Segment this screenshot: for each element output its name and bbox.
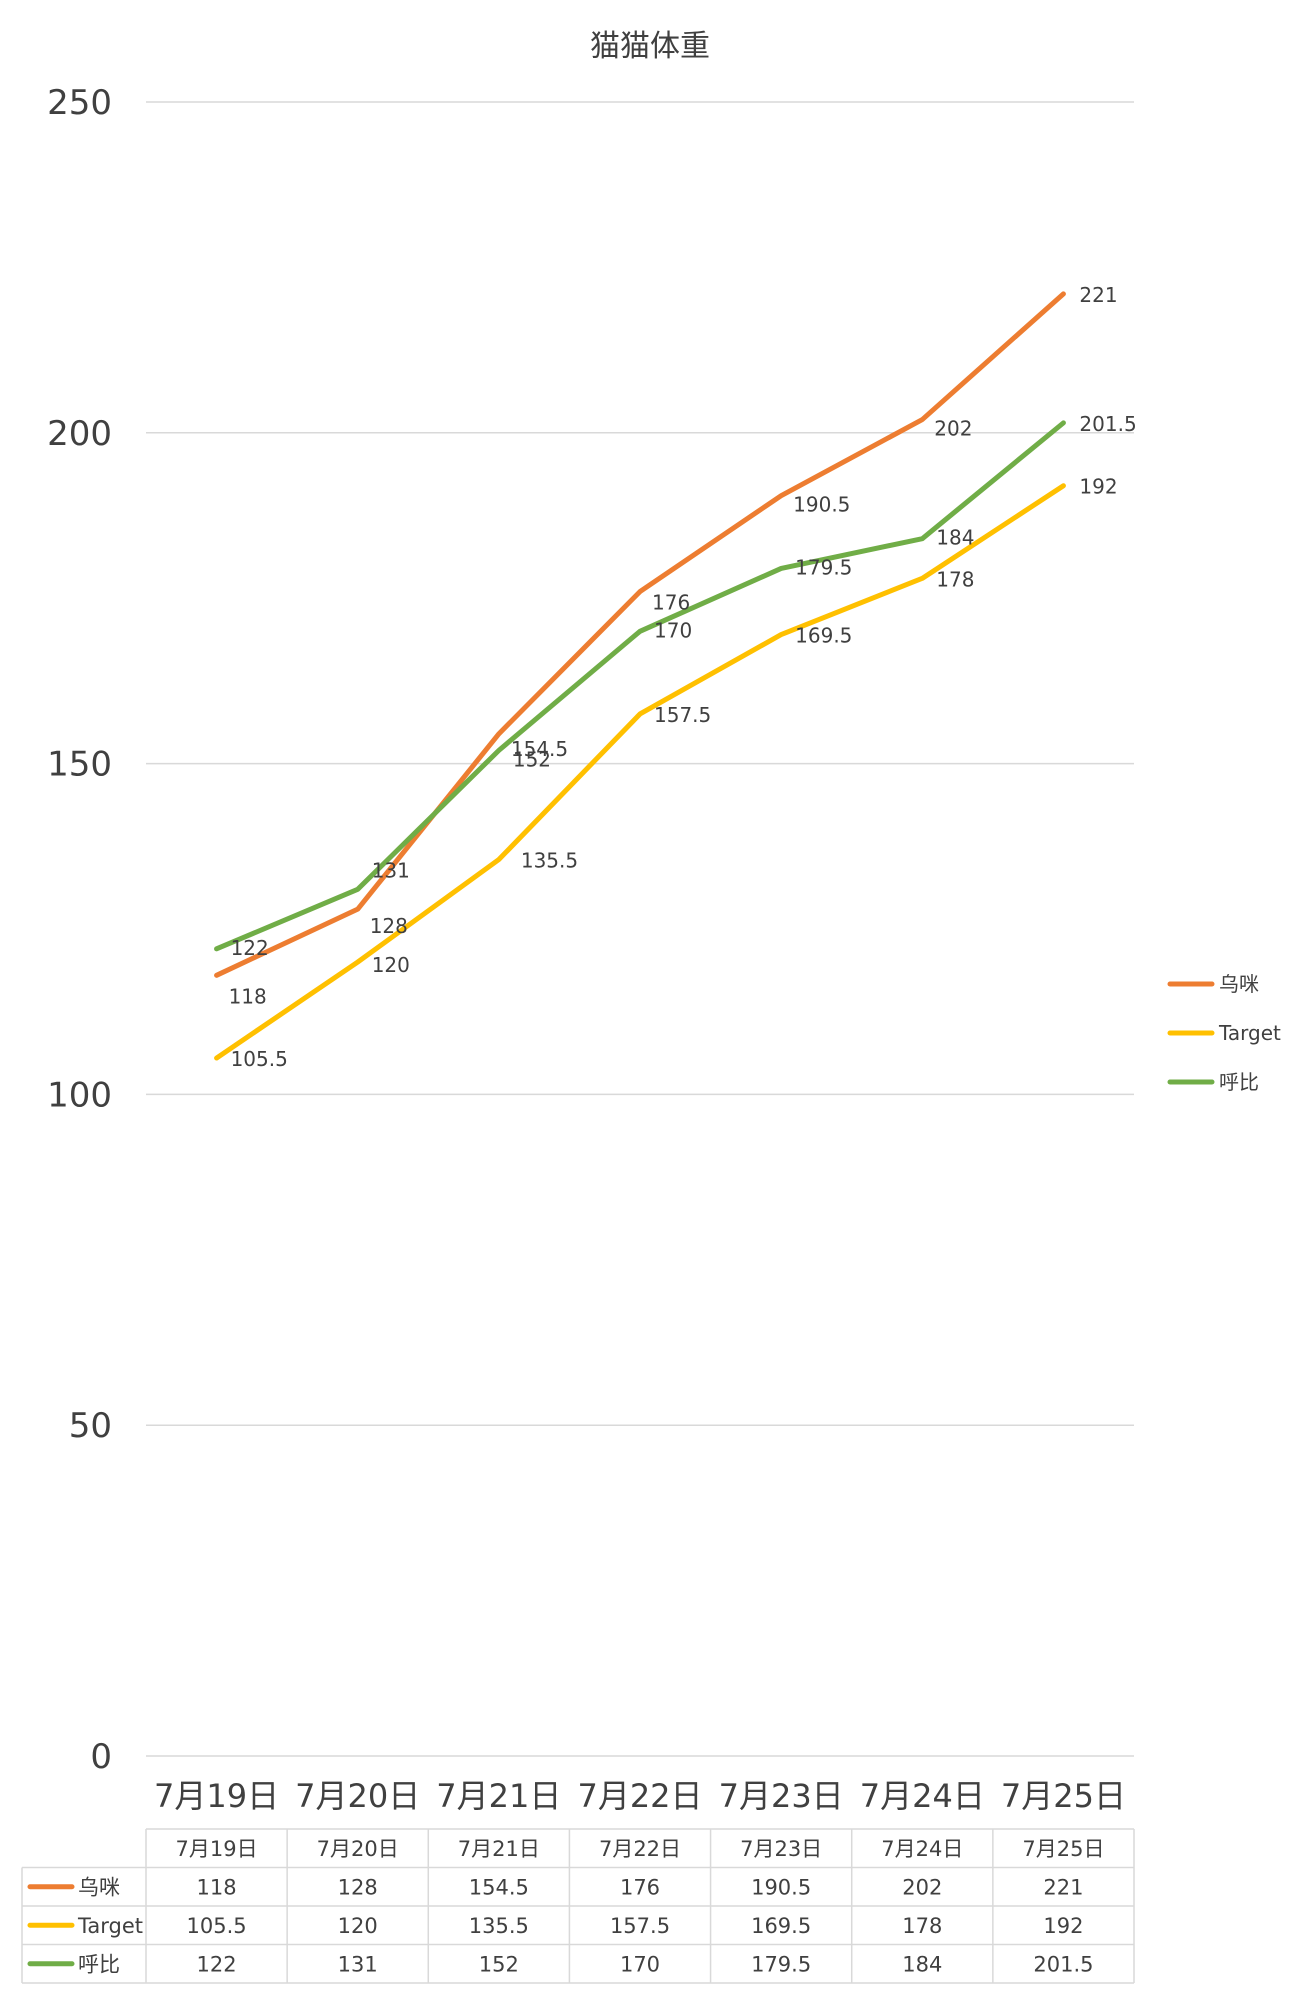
table-header-cell: 7月24日: [881, 1837, 963, 1861]
chart-title: 猫猫体重: [590, 29, 710, 64]
table-cell: 192: [1043, 1914, 1083, 1938]
table-cell: 170: [620, 1953, 660, 1977]
x-category-label: 7月20日: [295, 1777, 420, 1815]
x-axis-categories: 7月19日 7月20日 7月21日 7月22日 7月23日 7月24日 7月25日: [154, 1777, 1126, 1815]
table-cell: 179.5: [751, 1953, 811, 1977]
y-tick-label: 150: [47, 745, 112, 785]
x-category-label: 7月22日: [577, 1777, 702, 1815]
legend-label: Target: [1218, 1021, 1281, 1045]
table-cell: 221: [1043, 1876, 1083, 1900]
series-line-2: [214, 420, 1066, 952]
data-label: 154.5: [511, 737, 568, 761]
data-labels: 118 128 154.5 176 190.5 202 221 105.5 120 135.5 15…: [229, 283, 1137, 1071]
y-tick-label: 0: [90, 1737, 112, 1777]
data-label: 178: [936, 567, 974, 591]
x-category-label: 7月24日: [860, 1777, 985, 1815]
data-label: 170: [654, 618, 692, 642]
data-label: 152: [513, 747, 551, 771]
legend-label: 乌咪: [1219, 972, 1259, 996]
x-category-label: 7月25日: [1001, 1777, 1126, 1815]
table-series-name: 呼比: [78, 1953, 120, 1977]
legend: 乌咪 Target 呼比: [1167, 972, 1281, 1094]
y-tick-label: 250: [47, 83, 112, 123]
data-label: 201.5: [1079, 412, 1136, 436]
legend-label: 呼比: [1219, 1070, 1259, 1094]
table-cell: 190.5: [751, 1876, 811, 1900]
table-cell: 120: [338, 1914, 378, 1938]
data-label: 122: [231, 936, 269, 960]
table-series-name: Target: [77, 1914, 143, 1938]
table-cell: 131: [338, 1953, 378, 1977]
table-cell: 201.5: [1033, 1953, 1093, 1977]
data-label: 118: [229, 984, 267, 1008]
table-cell: 169.5: [751, 1914, 811, 1938]
data-label: 190.5: [793, 493, 850, 517]
data-label: 120: [372, 953, 410, 977]
table-series-name: 乌咪: [78, 1876, 120, 1900]
table-header-cell: 7月20日: [317, 1837, 399, 1861]
table-cell: 184: [902, 1953, 942, 1977]
series-line-0: [214, 291, 1066, 978]
data-label: 179.5: [795, 555, 852, 579]
y-axis-ticks: 0 50 100 150 200 250: [47, 83, 112, 1777]
table-header-cell: 7月19日: [176, 1837, 258, 1861]
y-tick-label: 100: [47, 1075, 112, 1115]
table-header-cell: 7月22日: [599, 1837, 681, 1861]
data-label: 202: [934, 417, 972, 441]
data-label: 105.5: [231, 1047, 288, 1071]
data-label: 169.5: [795, 624, 852, 648]
data-label: 184: [936, 526, 974, 550]
data-label: 192: [1079, 475, 1117, 499]
x-category-label: 7月19日: [154, 1777, 279, 1815]
table-header-cell: 7月25日: [1022, 1837, 1104, 1861]
table-header-cell: 7月21日: [458, 1837, 540, 1861]
data-label: 157.5: [654, 703, 711, 727]
table-cell: 157.5: [610, 1914, 670, 1938]
table-cell: 122: [197, 1953, 237, 1977]
table-cell: 152: [479, 1953, 519, 1977]
data-label: 135.5: [521, 849, 578, 873]
x-category-label: 7月23日: [719, 1777, 844, 1815]
table-header-cell: 7月23日: [740, 1837, 822, 1861]
table-cell: 118: [197, 1876, 237, 1900]
x-category-label: 7月21日: [436, 1777, 561, 1815]
series-line-1: [214, 483, 1066, 1061]
series-lines: [214, 291, 1066, 1061]
data-label: 128: [370, 914, 408, 938]
table-cell: 105.5: [187, 1914, 247, 1938]
y-tick-label: 200: [47, 414, 112, 454]
data-label: 131: [372, 858, 410, 882]
table-cell: 154.5: [469, 1876, 529, 1900]
table-cell: 178: [902, 1914, 942, 1938]
table-cell: 135.5: [469, 1914, 529, 1938]
table-cell: 176: [620, 1876, 660, 1900]
y-tick-label: 50: [69, 1406, 112, 1446]
data-label: 176: [652, 591, 690, 615]
gridlines: [146, 101, 1134, 1757]
data-label: 221: [1079, 283, 1117, 307]
table-cell: 128: [338, 1876, 378, 1900]
table-cell: 202: [902, 1876, 942, 1900]
